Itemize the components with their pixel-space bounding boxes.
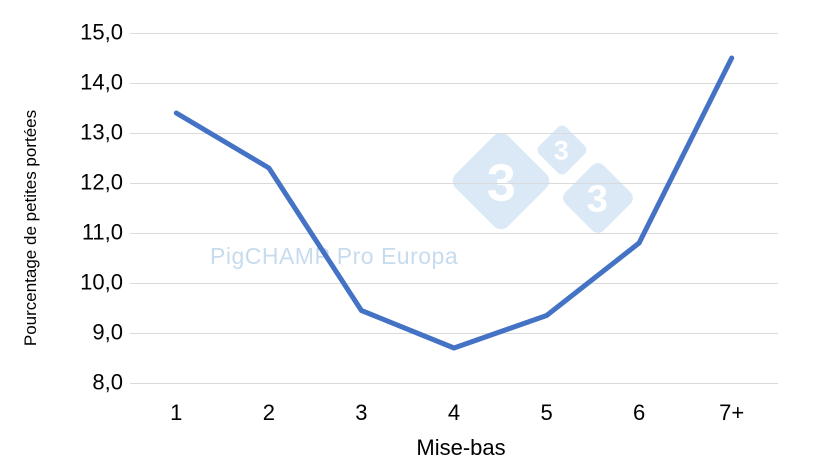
y-tick-label: 8,0 xyxy=(92,369,123,395)
watermark-333-digit: 3 xyxy=(554,135,570,166)
data-line-series xyxy=(173,55,735,351)
x-tick-label: 1 xyxy=(170,400,183,425)
x-tick-label: 6 xyxy=(633,400,646,425)
watermark-pigchamp-text: PigCHAMP Pro Europa xyxy=(210,243,459,269)
x-tick-label: 7+ xyxy=(719,400,745,425)
gridline xyxy=(130,33,778,34)
y-tick-label: 9,0 xyxy=(92,319,123,345)
x-tick-label: 5 xyxy=(540,400,553,425)
x-axis-title: Mise-bas xyxy=(416,435,506,460)
gridline xyxy=(130,83,778,84)
watermark-333-diamond-big: 3 xyxy=(448,128,554,234)
y-tick-label: 14,0 xyxy=(80,69,123,95)
y-tick-label: 13,0 xyxy=(80,119,123,145)
gridline xyxy=(130,383,778,384)
x-tick-label: 2 xyxy=(262,400,275,425)
gridline xyxy=(130,233,778,234)
gridline xyxy=(130,183,778,184)
y-tick-label: 15,0 xyxy=(80,19,123,45)
x-tick-label: 3 xyxy=(355,400,368,425)
gridline xyxy=(130,333,778,334)
watermark-333-digit: 3 xyxy=(486,153,516,212)
y-axis-title: Pourcentage de petites portées xyxy=(21,109,40,347)
x-tick-label: 4 xyxy=(447,400,461,425)
watermark-333-diamond-small: 3 xyxy=(535,123,589,177)
watermark-333-diamond-bottom: 3 xyxy=(559,159,637,237)
y-tick-label: 10,0 xyxy=(80,269,123,295)
y-tick-label: 12,0 xyxy=(80,169,123,195)
y-tick-label: 11,0 xyxy=(81,219,123,245)
gridline xyxy=(130,133,778,134)
gridline xyxy=(130,283,778,284)
